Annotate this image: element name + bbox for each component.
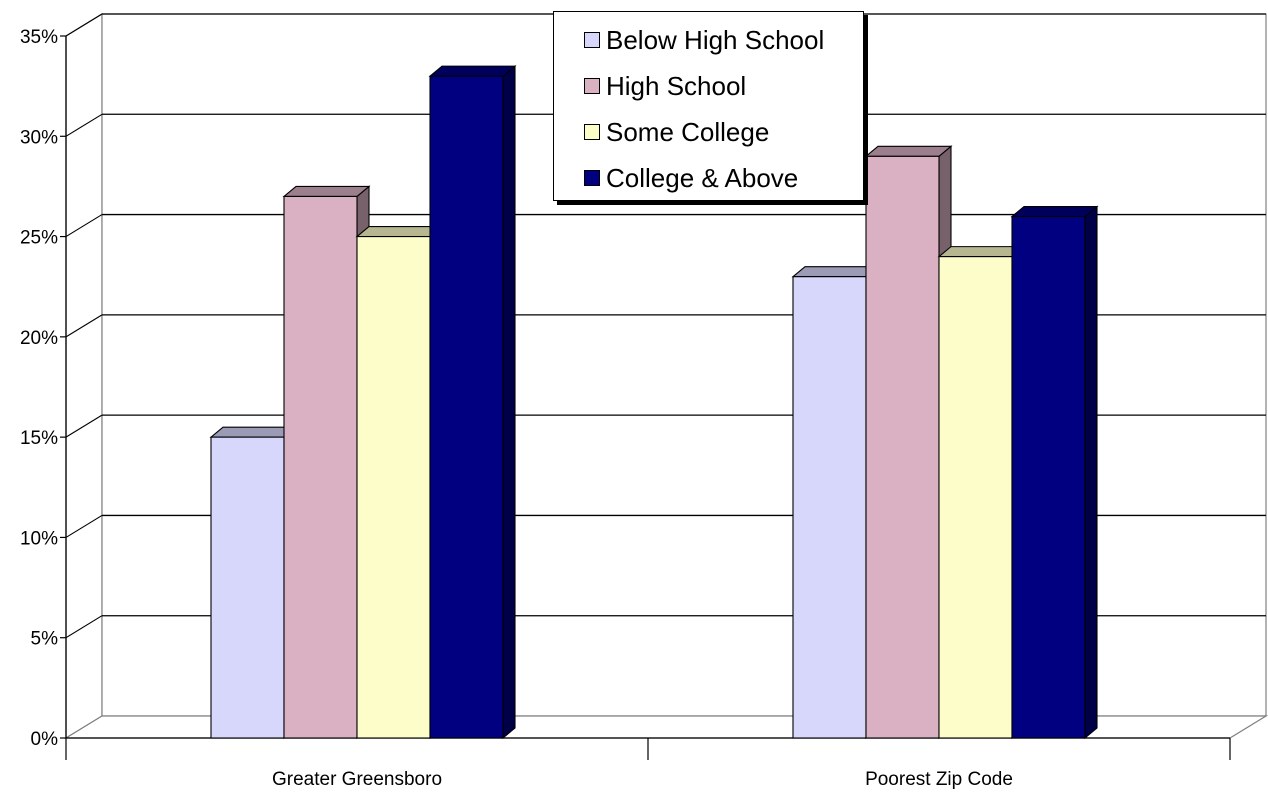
- y-tick-label: 35%: [20, 27, 58, 48]
- bar: [430, 66, 515, 738]
- y-axis-tick-labels: 0% 5% 10% 15% 20% 25% 30% 35%: [20, 27, 58, 750]
- bar: [866, 146, 951, 738]
- bar-top: [939, 247, 1024, 257]
- legend-item-below-high-school: Below High School: [584, 20, 824, 60]
- bar-top: [357, 227, 442, 237]
- y-tick-label: 5%: [31, 629, 59, 650]
- bar: [1012, 207, 1097, 738]
- legend-item-high-school: High School: [584, 66, 746, 106]
- legend-label: High School: [606, 71, 746, 102]
- y-tick-label: 0%: [31, 729, 59, 750]
- bar-side: [1085, 207, 1097, 738]
- legend-label: College & Above: [606, 163, 798, 194]
- bar-front: [1012, 217, 1085, 738]
- legend-label: Some College: [606, 117, 769, 148]
- left-wall: [66, 14, 102, 738]
- y-tick-label: 25%: [20, 228, 58, 249]
- bar-side: [503, 66, 515, 738]
- x-category-label: Greater Greensboro: [272, 769, 442, 790]
- bar: [211, 427, 296, 738]
- bar-front: [284, 196, 357, 738]
- y-tick-label: 30%: [20, 127, 58, 148]
- legend-item-some-college: Some College: [584, 112, 769, 152]
- legend-swatch-some-college: [584, 124, 600, 140]
- legend-swatch-high-school: [584, 78, 600, 94]
- legend: Below High School High School Some Colle…: [553, 11, 864, 201]
- bar: [284, 186, 369, 738]
- bar: [357, 227, 442, 738]
- bar-front: [211, 437, 284, 738]
- legend-item-college-and-above: College & Above: [584, 158, 798, 198]
- bar-top: [430, 66, 515, 76]
- bar-top: [793, 267, 878, 277]
- bar-front: [430, 76, 503, 738]
- bar: [939, 247, 1024, 738]
- bar: [793, 267, 878, 738]
- bar-front: [793, 277, 866, 738]
- bar-top: [1012, 207, 1097, 217]
- legend-swatch-below-high-school: [584, 32, 600, 48]
- y-tick-label: 15%: [20, 428, 58, 449]
- legend-swatch-college-and-above: [584, 170, 600, 186]
- x-axis-category-labels: Greater Greensboro Poorest Zip Code: [272, 769, 1013, 790]
- bar-front: [866, 156, 939, 738]
- bar-top: [284, 186, 369, 196]
- legend-label: Below High School: [606, 25, 824, 56]
- bar-front: [357, 237, 430, 738]
- bar-top: [211, 427, 296, 437]
- bar-top: [866, 146, 951, 156]
- y-tick-label: 20%: [20, 328, 58, 349]
- y-tick-label: 10%: [20, 528, 58, 549]
- bar-front: [939, 257, 1012, 738]
- x-category-label: Poorest Zip Code: [865, 769, 1013, 790]
